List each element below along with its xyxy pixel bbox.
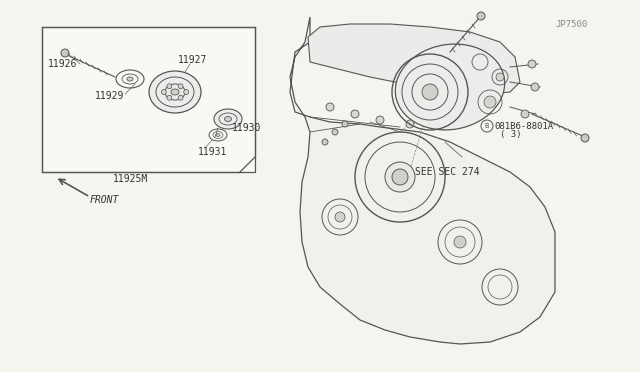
Ellipse shape — [149, 71, 201, 113]
Circle shape — [406, 120, 414, 128]
Circle shape — [477, 12, 485, 20]
Text: ( 3): ( 3) — [500, 129, 522, 138]
Text: B: B — [485, 123, 489, 129]
Circle shape — [581, 134, 589, 142]
Circle shape — [167, 84, 172, 89]
Circle shape — [496, 73, 504, 81]
Circle shape — [454, 236, 466, 248]
Ellipse shape — [127, 77, 133, 81]
Circle shape — [484, 96, 496, 108]
Ellipse shape — [396, 44, 505, 130]
Text: 11929: 11929 — [95, 91, 124, 101]
Ellipse shape — [216, 134, 220, 137]
Circle shape — [178, 84, 183, 89]
Text: 11927: 11927 — [178, 55, 207, 65]
Circle shape — [184, 90, 189, 94]
Circle shape — [528, 60, 536, 68]
Text: 11925M: 11925M — [113, 174, 148, 184]
Text: SEE SEC 274: SEE SEC 274 — [415, 167, 479, 177]
Text: 11931: 11931 — [198, 147, 227, 157]
Text: 11926: 11926 — [48, 59, 77, 69]
Text: 11930: 11930 — [232, 123, 261, 133]
Circle shape — [385, 162, 415, 192]
Circle shape — [161, 90, 166, 94]
Circle shape — [332, 129, 338, 135]
Text: FRONT: FRONT — [90, 195, 120, 205]
Ellipse shape — [171, 89, 179, 95]
Polygon shape — [308, 24, 520, 94]
FancyBboxPatch shape — [42, 27, 255, 172]
Circle shape — [376, 116, 384, 124]
Circle shape — [351, 110, 359, 118]
Circle shape — [342, 121, 348, 127]
Circle shape — [178, 95, 183, 100]
Circle shape — [521, 110, 529, 118]
Circle shape — [326, 103, 334, 111]
Text: JP7500: JP7500 — [555, 19, 588, 29]
Circle shape — [335, 212, 345, 222]
Ellipse shape — [214, 109, 242, 129]
Polygon shape — [290, 17, 555, 344]
Circle shape — [322, 139, 328, 145]
Circle shape — [61, 49, 69, 57]
Circle shape — [392, 169, 408, 185]
Ellipse shape — [225, 116, 232, 122]
Circle shape — [531, 83, 539, 91]
Text: 081B6-8801A: 081B6-8801A — [494, 122, 553, 131]
Circle shape — [422, 84, 438, 100]
Circle shape — [167, 95, 172, 100]
